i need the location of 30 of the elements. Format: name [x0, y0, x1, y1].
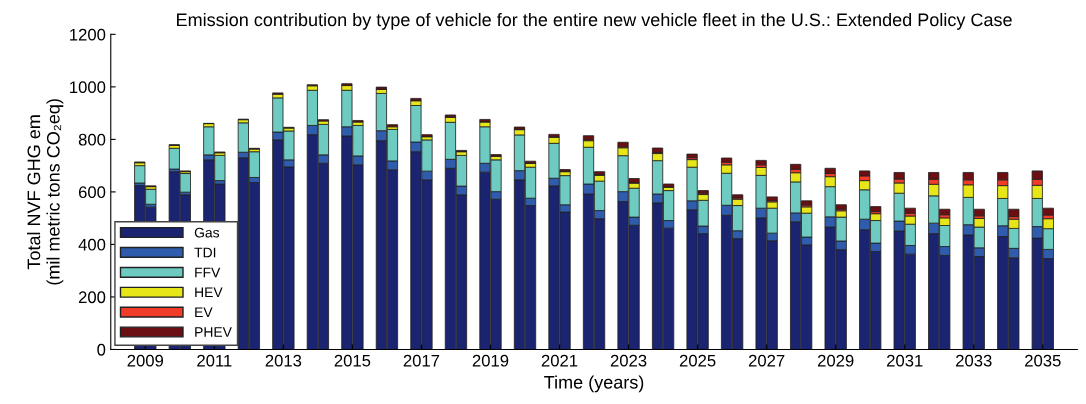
legend-label: Gas: [194, 227, 220, 238]
legend-label: HEV: [195, 287, 223, 298]
x-tick-label: 2019: [472, 354, 509, 367]
y-tick-label: 800: [78, 133, 106, 146]
x-tick-label: 2015: [334, 354, 371, 367]
x-axis-title: Time (years): [544, 375, 644, 393]
y-tick-label: 0: [97, 343, 106, 356]
x-tick-label: 2027: [748, 354, 785, 367]
y-tick-label: 1000: [70, 81, 106, 94]
legend-label: PHEV: [195, 327, 232, 337]
x-tick-label: 2025: [679, 354, 716, 367]
legend-label: TDI: [194, 247, 216, 258]
legend-label: FFV: [195, 267, 221, 278]
x-tick-label: 2021: [541, 354, 578, 367]
x-tick-label: 2031: [887, 354, 923, 367]
x-tick-label: 2029: [817, 354, 854, 367]
chart-title: Emission contribution by type of vehicle for the entire new vehicle fleet in the U.S.: Extended Policy Case: [177, 12, 1012, 30]
y-tick-label: 200: [78, 291, 106, 304]
y-tick-label: 600: [78, 186, 106, 199]
x-tick-label: 2023: [610, 354, 647, 367]
y-tick-label: 400: [78, 238, 106, 251]
x-tick-label: 2013: [265, 354, 302, 367]
x-tick-label: 2035: [1025, 354, 1061, 367]
x-tick-label: 2033: [956, 354, 992, 367]
x-tick-label: 2017: [403, 354, 440, 367]
x-tick-label: 2011: [197, 354, 232, 367]
x-tick-label: 2009: [127, 354, 164, 367]
y-axis-title: Total NVF GHG em (mil metric tons CO₂eq): [27, 99, 64, 285]
legend-label: EV: [195, 307, 213, 317]
y-tick-label: 1200: [70, 28, 106, 41]
